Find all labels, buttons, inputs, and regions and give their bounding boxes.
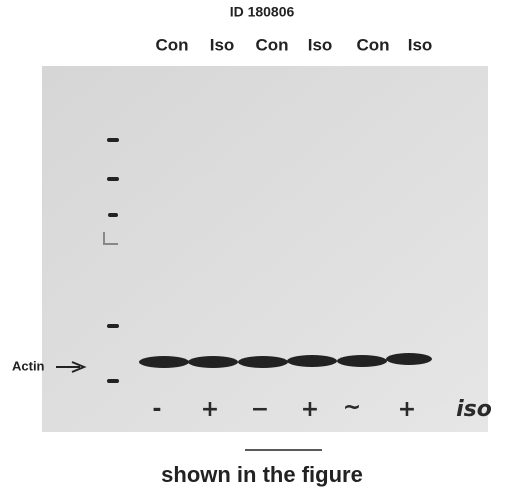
- caption: shown in the figure: [161, 462, 363, 487]
- page: {"figure": {"id_label": "ID 180806", "la…: [0, 0, 520, 492]
- lane-label: Con: [155, 35, 188, 54]
- band-label: Actin: [12, 358, 45, 373]
- handwritten-mark: iso: [456, 397, 492, 422]
- lane-label: Con: [356, 35, 389, 54]
- handwritten-mark: −: [251, 397, 269, 422]
- handwritten-mark: +: [398, 397, 416, 422]
- id-label: ID 180806: [230, 4, 295, 20]
- lane-label: Iso: [210, 35, 235, 54]
- figure: ID 180806 Con Iso Con Iso Con Iso Actin …: [0, 0, 520, 492]
- lane-label: Iso: [308, 35, 333, 54]
- blot: [42, 66, 488, 432]
- handwritten-mark: -: [152, 397, 161, 422]
- handwritten-mark: +: [201, 397, 219, 422]
- handwritten-mark: +: [301, 397, 319, 422]
- handwritten-mark: ~: [343, 395, 361, 420]
- lane-label: Con: [255, 35, 288, 54]
- lane-label: Iso: [408, 35, 433, 54]
